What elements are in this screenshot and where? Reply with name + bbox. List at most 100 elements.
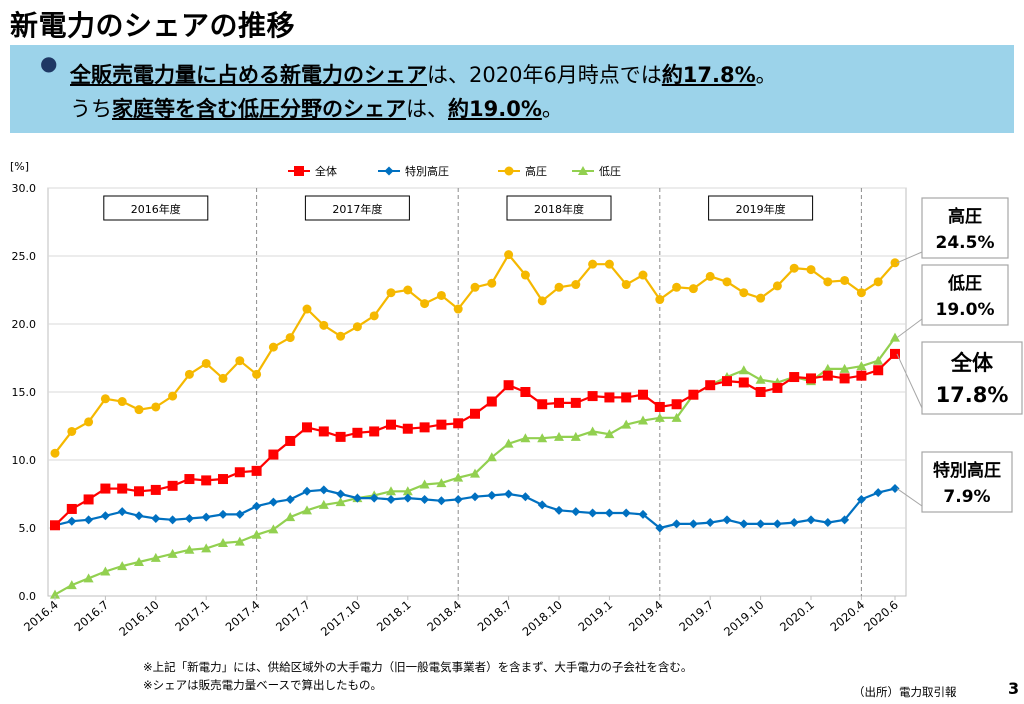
fiscal-year-label: 2019年度 [736,202,786,216]
y-tick-label: 20.0 [12,318,37,331]
data-point [705,380,716,391]
data-point [168,391,178,401]
callout-value: 24.5% [936,233,995,253]
data-point [738,377,749,388]
y-tick-label: 15.0 [12,386,37,399]
x-tick-label: 2016.4 [21,598,61,635]
data-point [167,548,178,558]
summary-line-1: 全販売電力量に占める新電力のシェアは、2020年6月時点では約17.8%。 [70,59,777,89]
data-point [722,515,732,525]
data-point [268,524,279,534]
data-point [83,573,94,583]
data-point [537,433,548,443]
data-point [117,483,128,494]
data-point [554,282,564,292]
series-circle [50,250,900,458]
data-point [252,369,262,379]
data-point [638,389,648,400]
data-point [369,311,379,321]
x-tick-label: 2020.6 [861,598,901,635]
summary-text: 。 [541,97,563,121]
data-point [419,479,430,489]
callout-value: 7.9% [943,487,990,507]
data-point [604,392,615,403]
data-point [570,397,581,408]
data-point [302,422,312,433]
data-point [554,505,564,515]
fiscal-year-labels: 2016年度 2017年度 2018年度 2019年度 [103,195,814,221]
data-point [839,363,850,373]
data-point [839,373,850,384]
data-point [352,493,362,503]
data-point [285,435,296,446]
x-tick-label: 2018.4 [424,598,464,635]
data-point [756,293,766,303]
data-point [134,486,144,497]
y-axis-label: [%] [10,160,29,173]
callout-leader [896,353,923,409]
footnote: ※シェアは販売電力量ベースで算出したもの。 [143,678,383,692]
data-point [554,431,564,441]
data-point [436,419,447,430]
data-point [604,508,614,518]
data-point [268,342,278,352]
data-point [318,426,329,437]
data-point [184,474,195,485]
data-point [520,492,530,502]
footnote: ※上記「新電力」には、供給区域外の大手電力（旧一般電気事業者）を含まず、大手電力… [143,660,693,674]
y-tick-label: 5.0 [19,522,37,535]
fiscal-year-label: 2018年度 [534,202,584,216]
data-point [738,365,749,375]
data-point [319,485,329,495]
callout-value: 19.0% [936,300,995,320]
data-point [117,397,127,407]
data-point [890,258,900,268]
summary-text: は、2020年6月時点では [427,63,662,87]
data-point [806,373,816,384]
data-point [251,465,262,476]
data-point [856,494,866,504]
data-point [436,496,446,506]
data-point [890,348,900,359]
summary-value: 約17.8% [661,63,756,87]
data-point [672,519,682,529]
data-point [235,356,245,366]
data-point [823,277,833,287]
data-point [487,278,497,288]
data-point [873,365,884,376]
y-tick-label: 30.0 [12,182,37,195]
legend-label: 全体 [315,164,337,178]
data-point [420,299,430,309]
data-point [554,397,564,408]
data-point [789,372,800,383]
data-point [234,467,245,478]
data-point [268,497,278,507]
data-point [890,484,900,494]
callout-value: 17.8% [936,383,1009,407]
data-point [151,513,161,523]
data-point [840,515,850,525]
data-point [201,543,212,553]
data-point [856,370,867,381]
x-tick-label: 2019.10 [721,598,766,639]
data-point [100,511,110,521]
x-tick-label: 2017.10 [318,598,363,639]
data-point [722,376,732,387]
fiscal-year-box [708,195,814,221]
data-point [352,322,362,332]
callout-title: 低圧 [947,273,982,294]
x-tick-label: 2019.4 [626,598,666,635]
callout-title: 特別高圧 [933,460,1001,481]
legend: 全体 特別高圧 高圧 低圧 [288,164,621,178]
summary-text: は、 [406,97,448,121]
callout-title: 全体 [950,351,994,375]
data-point [789,518,799,528]
data-point [537,296,547,306]
data-point [604,259,614,269]
data-point [201,512,211,522]
fiscal-year-label: 2017年度 [332,202,382,216]
data-point [756,519,766,529]
summary-emphasis: 家庭等を含む低圧分野のシェア [112,97,406,121]
y-tick-label: 0.0 [19,590,37,603]
